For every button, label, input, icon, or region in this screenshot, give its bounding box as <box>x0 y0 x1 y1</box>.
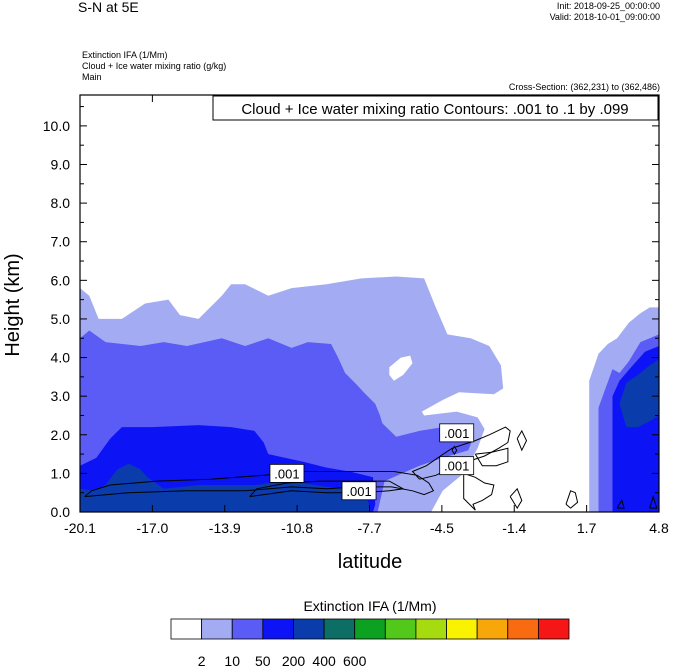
contour-line-10 <box>649 494 658 509</box>
contour-line-4 <box>516 429 528 452</box>
contour-line-9 <box>616 499 625 509</box>
x-tick-label-0: -20.1 <box>64 520 96 536</box>
contour-line-8 <box>565 490 579 509</box>
legend-swatch-5 <box>323 618 356 640</box>
contour-info-text: Cloud + Ice water mixing ratio Contours:… <box>241 101 628 118</box>
contour-line-1 <box>249 480 405 498</box>
contour-label-box-0 <box>269 463 305 483</box>
y-tick-label-2: 2.0 <box>51 427 71 443</box>
y-tick-label-0: 0.0 <box>51 504 71 520</box>
x-axis-label: latitude <box>338 551 403 573</box>
legend-swatch-7 <box>384 618 417 640</box>
legend-label-4: 400 <box>312 653 336 668</box>
y-tick-label-4: 4.0 <box>51 350 71 366</box>
legend-label-1: 10 <box>224 653 240 668</box>
legend-swatch-4 <box>293 618 325 640</box>
contour-line-3 <box>474 447 509 467</box>
y-tick-label-8: 8.0 <box>51 195 71 211</box>
contour-info-box <box>212 95 659 121</box>
legend-swatch-12 <box>537 618 570 640</box>
y-tick-label-10: 10.0 <box>43 118 70 134</box>
legend-label-3: 200 <box>282 653 306 668</box>
field-line-2: Cloud + Ice water mixing ratio (g/kg) <box>82 61 227 71</box>
y-tick-label-9: 9.0 <box>51 157 71 173</box>
legend-swatch-3 <box>262 618 294 640</box>
contour-label-0: .001 <box>274 466 299 481</box>
x-tick-label-1: -17.0 <box>136 520 168 536</box>
legend-swatch-6 <box>354 618 386 640</box>
clear-region-1 <box>431 438 536 512</box>
legend-swatch-8 <box>415 618 447 640</box>
contour-line-0 <box>84 471 435 498</box>
contour-label-3: .001 <box>444 459 469 474</box>
contour-label-box-1 <box>341 481 377 501</box>
x-tick-label-7: 1.7 <box>577 520 597 536</box>
y-tick-label-3: 3.0 <box>51 388 71 404</box>
legend-title: Extinction IFA (1/Mm) <box>303 598 436 614</box>
contour-line-5 <box>463 472 495 511</box>
x-tick-label-2: -13.9 <box>209 520 241 536</box>
legend-label-0: 2 <box>198 653 206 668</box>
field-line-3: Main <box>82 72 102 82</box>
valid-time: Valid: 2018-10-01_09:00:00 <box>549 12 660 22</box>
cross-section-info: Cross-Section: (362,231) to (362,486) <box>508 82 660 92</box>
legend-swatch-2 <box>231 618 264 640</box>
clear-region-0 <box>389 355 413 381</box>
field-line-1: Extinction IFA (1/Mm) <box>82 50 168 60</box>
contour-label-box-2 <box>439 423 475 443</box>
x-tick-label-6: -1.4 <box>502 520 526 536</box>
legend-swatch-1 <box>201 618 233 640</box>
legend-swatch-11 <box>507 618 539 640</box>
legend-swatch-9 <box>446 618 478 640</box>
x-tick-label-3: -10.8 <box>281 520 313 536</box>
x-tick-label-5: -4.5 <box>430 520 454 536</box>
contour-line-6 <box>509 487 523 510</box>
y-tick-label-6: 6.0 <box>51 272 71 288</box>
plot-title: S-N at 5E <box>78 0 139 15</box>
y-tick-label-1: 1.0 <box>51 465 71 481</box>
x-tick-label-8: 4.8 <box>649 520 669 536</box>
y-tick-label-5: 5.0 <box>51 311 71 327</box>
legend-swatch-10 <box>476 618 509 640</box>
extinction-region-200-3 <box>80 463 371 512</box>
contour-label-2: .001 <box>444 426 469 441</box>
contour-label-box-3 <box>439 456 475 476</box>
extinction-region-200-7 <box>619 359 659 428</box>
legend-label-2: 50 <box>255 653 271 668</box>
legend-swatch-0 <box>170 618 203 640</box>
contour-label-1: .001 <box>346 484 371 499</box>
init-time: Init: 2018-09-25_00:00:00 <box>556 1 660 11</box>
x-tick-label-4: -7.7 <box>357 520 381 536</box>
y-tick-label-7: 7.0 <box>51 234 71 250</box>
legend-label-5: 600 <box>343 653 367 668</box>
y-axis-label: Height (km) <box>2 253 24 356</box>
contour-line-7 <box>451 445 458 456</box>
